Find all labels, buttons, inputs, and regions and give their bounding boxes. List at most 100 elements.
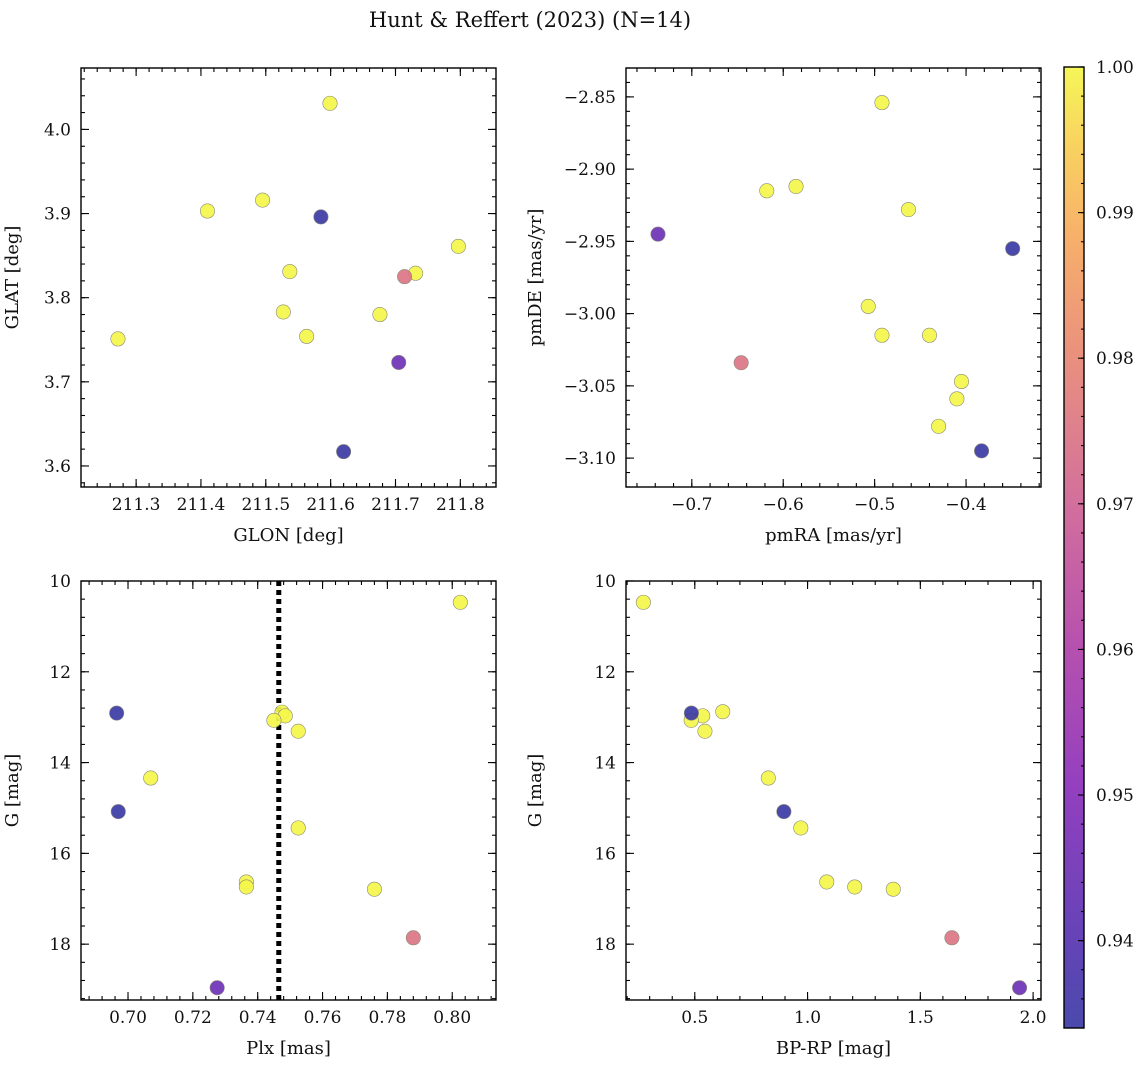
x-axis-label: BP-RP [mag]	[776, 1038, 891, 1059]
data-point	[266, 712, 282, 728]
data-point	[290, 820, 306, 836]
y-tick-label: 12	[49, 663, 71, 683]
x-tick-label: −0.4	[945, 495, 986, 515]
x-tick-label: 0.70	[109, 1008, 147, 1028]
data-point	[874, 327, 890, 343]
y-tick-label: 12	[594, 663, 616, 683]
data-point	[900, 202, 916, 218]
data-point	[760, 770, 776, 786]
y-tick-label: −2.95	[564, 232, 616, 252]
data-point	[793, 820, 809, 836]
data-point	[290, 723, 306, 739]
x-tick-label: 211.5	[241, 495, 290, 515]
x-axis-label: Plx [mas]	[246, 1038, 331, 1059]
data-point	[949, 391, 965, 407]
y-tick-label: 3.6	[44, 457, 71, 477]
data-point	[322, 95, 338, 111]
x-tick-label: 0.76	[304, 1008, 342, 1028]
y-tick-label: 4.0	[44, 120, 71, 140]
x-tick-label: 211.4	[177, 495, 226, 515]
data-point	[697, 723, 713, 739]
colorbar-tick-label: 0.94	[1096, 932, 1134, 952]
colorbar-gradient	[1064, 67, 1084, 1028]
data-point	[275, 304, 291, 320]
data-point	[143, 770, 159, 786]
data-point	[450, 238, 466, 254]
data-point	[313, 209, 329, 225]
data-point	[921, 327, 937, 343]
x-axis-label: GLON [deg]	[233, 525, 343, 546]
data-point	[776, 804, 792, 820]
x-axis-label: pmRA [mas/yr]	[765, 525, 902, 546]
x-tick-label: 0.78	[368, 1008, 406, 1028]
y-tick-label: 10	[594, 572, 616, 592]
data-point	[953, 374, 969, 390]
data-point	[635, 594, 651, 610]
data-point	[715, 704, 731, 720]
x-tick-label: 211.8	[436, 495, 485, 515]
data-point	[372, 307, 388, 323]
y-tick-label: 18	[49, 935, 71, 955]
data-point	[1012, 980, 1028, 996]
x-tick-label: 0.80	[433, 1008, 471, 1028]
data-point	[110, 331, 126, 347]
x-tick-label: 0.5	[681, 1008, 708, 1028]
y-tick-label: −2.90	[564, 160, 616, 180]
y-tick-label: 16	[49, 844, 71, 864]
axes-frame	[80, 580, 497, 1001]
data-point	[366, 881, 382, 897]
y-tick-label: 14	[594, 754, 616, 774]
x-tick-label: 1.0	[794, 1008, 821, 1028]
panel-pmra-pmde: −0.7 −0.6 −0.5 −0.4 −3.10 −3.05 −3.00 −2.95 −2.9…	[525, 67, 1042, 546]
colorbar-tick-label: 0.95	[1096, 786, 1134, 806]
data-point	[110, 804, 126, 820]
x-tick-label: −0.7	[671, 495, 712, 515]
data-point	[788, 178, 804, 194]
data-point	[299, 328, 315, 344]
axes-frame	[625, 67, 1042, 488]
axes-frame	[625, 580, 1042, 1001]
data-point	[874, 95, 890, 111]
data-point	[397, 269, 413, 285]
data-point	[944, 930, 960, 946]
x-tick-label: 211.3	[112, 495, 161, 515]
panel-plx-g: 0.70 0.72 0.74 0.76 0.78 0.80 10 12 14 16 18 Plx [m…	[2, 572, 497, 1059]
data-point	[733, 355, 749, 371]
data-point	[238, 879, 254, 895]
panel-bprp-g: 0.5 1.0 1.5 2.0 10 12 14 16 18 BP-RP [mag] G [mag]	[525, 572, 1047, 1059]
data-point	[199, 203, 215, 219]
data-point	[650, 226, 666, 242]
y-tick-label: 14	[49, 754, 71, 774]
panel-glon-glat: 211.3 211.4 211.5 211.6 211.7 211.8 3.6 3.7 3.8 3…	[2, 67, 497, 546]
y-tick-label: −2.85	[564, 88, 616, 108]
y-axis-label: pmDE [mas/yr]	[525, 209, 546, 347]
y-tick-label: 3.7	[44, 373, 71, 393]
y-tick-label: 18	[594, 935, 616, 955]
data-point	[885, 881, 901, 897]
data-point	[683, 705, 699, 721]
colorbar-tick-label: 1.00	[1096, 58, 1134, 78]
data-point	[847, 879, 863, 895]
x-tick-label: −0.5	[854, 495, 895, 515]
data-point	[255, 192, 271, 208]
axes-frame	[80, 67, 497, 488]
y-axis-label: GLAT [deg]	[2, 226, 23, 330]
data-point	[759, 183, 775, 199]
data-point	[282, 264, 298, 280]
figure-title: Hunt & Reffert (2023) (N=14)	[369, 8, 691, 32]
data-point	[860, 298, 876, 314]
y-axis-label: G [mag]	[2, 754, 23, 827]
x-tick-label: 0.74	[239, 1008, 277, 1028]
data-point	[819, 874, 835, 890]
y-tick-label: −3.10	[564, 449, 616, 469]
colorbar: 0.94 0.95 0.96 0.97 0.98 0.99 1.00	[1063, 58, 1134, 1029]
y-tick-label: 10	[49, 572, 71, 592]
data-point	[405, 930, 421, 946]
colorbar-tick-label: 0.96	[1096, 640, 1134, 660]
data-point	[109, 705, 125, 721]
colorbar-tick-label: 0.97	[1096, 495, 1134, 515]
data-point	[974, 443, 990, 459]
y-tick-label: 3.9	[44, 205, 71, 225]
x-tick-label: −0.6	[763, 495, 804, 515]
